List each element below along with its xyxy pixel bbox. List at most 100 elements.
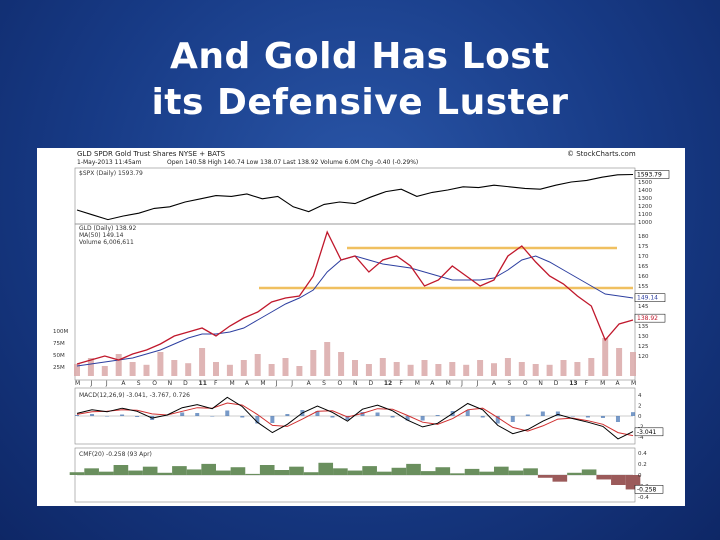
cmf-bar <box>523 468 538 475</box>
volume-tick-label: 100M <box>53 329 68 335</box>
cmf-bar <box>289 466 304 475</box>
macd-histogram-bar <box>270 416 275 423</box>
cmf-bar <box>333 468 348 475</box>
x-tick-label: S <box>322 380 326 387</box>
volume-bar <box>185 363 192 376</box>
macd-histogram-bar <box>420 416 425 421</box>
volume-bar <box>226 364 233 376</box>
slide-title: And Gold Has Lost its Defensive Luster <box>0 34 720 126</box>
cmf-bar <box>508 470 524 475</box>
x-tick-label: J <box>105 380 108 387</box>
cmf-tag: -0.258 <box>637 486 657 493</box>
x-tick-label: J <box>460 380 463 387</box>
spx-tick-label: 1300 <box>638 196 652 202</box>
macd-histogram-bar <box>585 416 590 418</box>
cmf-bar <box>201 463 216 475</box>
x-tick-label: A <box>121 380 126 387</box>
cmf-bar <box>391 467 407 475</box>
macd-histogram-bar <box>315 411 320 416</box>
volume-bar <box>588 358 595 376</box>
x-tick-label: J <box>476 380 479 387</box>
cmf-bar <box>84 468 99 475</box>
price-tick-label: 160 <box>638 274 649 280</box>
macd-histogram-bar <box>75 415 79 416</box>
cmf-bar <box>69 472 85 475</box>
volume-bar <box>379 358 386 376</box>
x-tick-label: J <box>275 380 278 387</box>
price-tick-label: 170 <box>638 254 649 260</box>
cmf-bar <box>567 472 582 475</box>
chart-quote: Open 140.58 High 140.74 Low 138.07 Last … <box>167 159 418 166</box>
cmf-bar <box>464 468 480 475</box>
macd-histogram-bar <box>540 411 545 416</box>
price-tick-label: 180 <box>638 234 649 240</box>
cmf-bar <box>494 466 509 475</box>
x-tick-label: D <box>554 380 559 387</box>
volume-bar <box>157 352 164 376</box>
spx-tick-label: 1000 <box>638 220 652 226</box>
x-tick-label: F <box>399 380 403 387</box>
x-tick-label: O <box>338 380 343 387</box>
volume-bar <box>129 362 136 376</box>
macd-histogram-bar <box>435 415 440 416</box>
macd-histogram-bar <box>465 410 470 416</box>
cmf-tag-box <box>634 485 664 494</box>
title-line-2: its Defensive Luster <box>151 82 569 123</box>
macd-histogram-bar <box>105 416 110 417</box>
volume-bar <box>268 364 275 376</box>
price-legend-3: Volume 6,006,611 <box>79 239 134 246</box>
macd-histogram-bar <box>240 416 245 418</box>
cmf-bar <box>537 475 553 478</box>
macd-histogram-bar <box>495 416 500 424</box>
cmf-tick-label: 0 <box>638 473 642 479</box>
x-tick-label: F <box>214 380 218 387</box>
volume-tick-label: 75M <box>53 341 65 347</box>
macd-tick-label: 2 <box>638 404 642 410</box>
macd-legend: MACD(12,26,9) -3.041, -3.767, 0.726 <box>79 392 190 399</box>
x-tick-label: 13 <box>569 380 577 387</box>
price-tick-label: 125 <box>638 344 649 350</box>
x-tick-label: M <box>75 380 80 387</box>
price-tick-label: 145 <box>638 304 649 310</box>
macd-histogram-bar <box>120 414 125 416</box>
x-tick-label: F <box>585 380 589 387</box>
cmf-bar <box>172 466 187 475</box>
x-tick-label: N <box>353 380 358 387</box>
price-tick-label: 130 <box>638 334 649 340</box>
volume-bar <box>352 360 358 376</box>
volume-bar <box>310 350 317 376</box>
spx-legend: $SPX (Daily) 1593.79 <box>79 170 143 177</box>
volume-bar <box>171 360 178 376</box>
price-line <box>76 230 634 365</box>
price-tick-label: 120 <box>638 354 649 360</box>
price-tag: 138.92 <box>637 315 658 322</box>
volume-bar <box>407 364 414 376</box>
macd-tick-label: -4 <box>638 435 644 441</box>
volume-tick-label: 25M <box>53 365 65 371</box>
cmf-bar <box>142 466 158 475</box>
price-tick-label: 135 <box>638 324 649 330</box>
cmf-bar <box>376 471 392 475</box>
volume-bar <box>630 352 636 376</box>
cmf-bar <box>596 475 612 480</box>
macd-tag: -3.041 <box>637 429 657 436</box>
volume-bar <box>254 354 261 376</box>
macd-histogram-bar <box>360 412 365 416</box>
cmf-bar <box>581 469 597 475</box>
cmf-tick-label: 0.4 <box>638 451 647 457</box>
x-tick-label: M <box>229 380 234 387</box>
cmf-bar <box>406 463 421 475</box>
volume-bar <box>532 364 539 376</box>
volume-bar <box>421 360 428 376</box>
spx-tag: 1593.79 <box>637 171 662 178</box>
volume-bar <box>74 364 80 376</box>
title-line-1: And Gold Has Lost <box>170 36 550 77</box>
x-tick-label: J <box>290 380 293 387</box>
x-tick-label: D <box>368 380 373 387</box>
volume-bar <box>115 354 122 376</box>
x-tick-label: D <box>183 380 188 387</box>
volume-bar <box>282 358 289 376</box>
x-tick-label: M <box>415 380 420 387</box>
macd-histogram-bar <box>555 411 560 416</box>
spx-tick-label: 1200 <box>638 204 652 210</box>
